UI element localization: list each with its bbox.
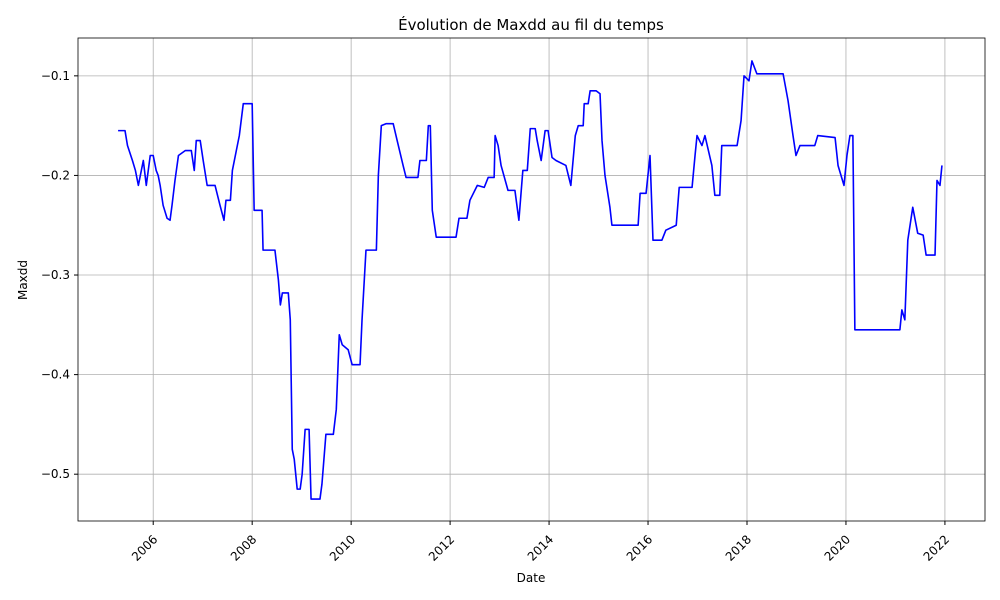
- x-axis-label: Date: [517, 571, 546, 585]
- y-tick-label: −0.5: [41, 467, 70, 481]
- y-tick-label: −0.3: [41, 268, 70, 282]
- data-line: [118, 60, 943, 500]
- y-axis-label: Maxdd: [16, 260, 30, 300]
- chart-title: Évolution de Maxdd au fil du temps: [398, 15, 664, 34]
- y-tick-label: −0.4: [41, 368, 70, 382]
- plot-frame: [77, 37, 986, 522]
- y-tick-label: −0.2: [41, 168, 70, 182]
- y-tick-label: −0.1: [41, 69, 70, 83]
